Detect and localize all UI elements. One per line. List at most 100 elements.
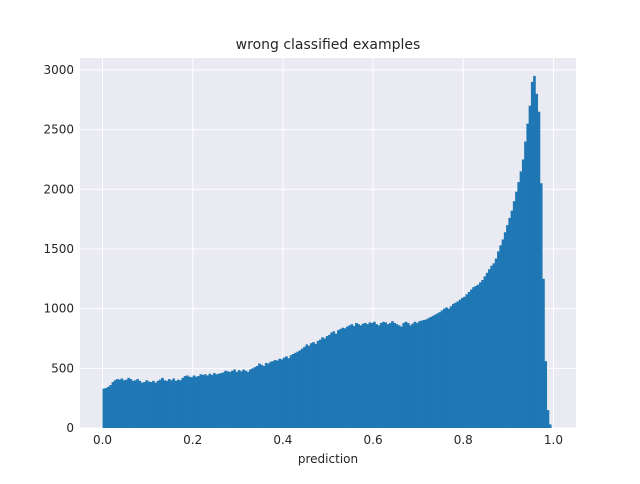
histogram-bar <box>542 278 545 428</box>
histogram-bar <box>183 376 187 428</box>
histogram-bar <box>321 337 324 428</box>
histogram-bar <box>154 382 158 428</box>
histogram-bar <box>467 291 471 428</box>
histogram-bar <box>442 308 446 428</box>
histogram-bar <box>113 380 117 428</box>
histogram-bar <box>303 346 306 428</box>
histogram-bar <box>515 191 518 428</box>
histogram-bar <box>210 374 214 428</box>
y-tick-label: 3000 <box>43 63 74 77</box>
histogram-bar <box>147 381 151 428</box>
histogram-bar <box>260 364 263 428</box>
x-tick-label: 0.6 <box>364 433 383 447</box>
histogram-bar <box>343 328 347 428</box>
y-tick-label: 0 <box>66 421 74 435</box>
histogram-bar <box>129 379 133 428</box>
histogram-bar <box>138 380 142 428</box>
histogram-bar <box>120 378 124 428</box>
histogram-bar <box>156 380 160 428</box>
histogram-bar <box>373 321 376 428</box>
histogram-bar <box>366 324 369 428</box>
histogram-bar <box>488 269 491 428</box>
y-tick-label: 2000 <box>43 182 74 196</box>
histogram-bar <box>199 374 203 428</box>
histogram-bar <box>458 299 462 428</box>
histogram-bar <box>312 342 315 428</box>
histogram-bar <box>226 371 230 428</box>
histogram-bar <box>452 303 455 428</box>
histogram-bar <box>474 285 478 428</box>
histogram-bar <box>305 344 309 428</box>
histogram-bar <box>350 324 354 428</box>
histogram-bar <box>424 319 428 428</box>
histogram-bar <box>116 379 119 428</box>
histogram-bar <box>454 302 457 428</box>
histogram-bar <box>415 322 419 428</box>
histogram-bar <box>323 338 327 428</box>
histogram-bar <box>285 356 288 428</box>
histogram-bar <box>276 360 279 428</box>
histogram-bar <box>546 410 550 428</box>
histogram-bar <box>449 306 453 428</box>
histogram-bar <box>118 379 121 428</box>
histogram-bar <box>393 322 396 428</box>
histogram-bar <box>395 324 399 428</box>
histogram-bar <box>109 385 112 428</box>
histogram-bar <box>204 374 207 428</box>
histogram-bar <box>222 372 225 428</box>
histogram-bar <box>174 380 178 428</box>
histogram-bar <box>352 325 356 428</box>
histogram-bar <box>339 328 342 428</box>
histogram-bar <box>334 333 338 428</box>
histogram-bar <box>519 171 523 429</box>
y-tick-label: 500 <box>51 361 74 375</box>
histogram-bar <box>528 105 532 428</box>
histogram-bar <box>463 296 466 428</box>
histogram-bar <box>251 368 254 428</box>
histogram-bar <box>361 323 365 428</box>
histogram-bar <box>242 369 245 428</box>
histogram-bar <box>379 322 383 428</box>
histogram-bar <box>185 375 189 428</box>
y-tick-label: 2500 <box>43 123 74 137</box>
histogram-bar <box>190 377 194 428</box>
histogram-bar <box>217 373 221 428</box>
histogram-bar <box>145 380 148 428</box>
histogram-bar <box>512 201 516 428</box>
histogram-bar <box>501 239 505 428</box>
histogram-bar <box>413 321 417 428</box>
histogram-bar <box>282 357 286 428</box>
histogram-bar <box>271 361 275 428</box>
histogram-bar <box>122 380 126 428</box>
histogram-bar <box>176 379 180 428</box>
histogram-bar <box>140 382 144 428</box>
histogram-bar <box>364 322 367 428</box>
histogram-bar <box>431 315 435 428</box>
histogram-bar <box>461 297 464 428</box>
histogram-bar <box>359 325 363 428</box>
histogram-bar <box>152 380 155 428</box>
histogram-bar <box>206 375 209 428</box>
histogram-bar <box>409 325 412 428</box>
histogram-bar <box>127 377 130 428</box>
histogram-bar <box>269 361 272 428</box>
histogram-bar <box>465 294 469 428</box>
histogram-bar <box>521 159 525 429</box>
bars-group <box>102 75 552 429</box>
histogram-bar <box>318 339 322 428</box>
histogram-bar <box>388 322 392 428</box>
histogram-bar <box>165 380 169 428</box>
histogram-bar <box>244 370 248 428</box>
histogram-bar <box>330 332 333 428</box>
histogram-bar <box>224 370 227 428</box>
histogram-bar <box>255 365 259 428</box>
histogram-bar <box>143 382 146 428</box>
histogram-bar <box>235 371 239 428</box>
histogram-bar <box>422 319 426 428</box>
histogram-bar <box>397 325 401 428</box>
x-tick-label: 1.0 <box>544 433 563 447</box>
histogram-bar <box>307 345 311 428</box>
histogram-bar <box>161 377 164 428</box>
histogram-bar <box>386 324 390 428</box>
histogram-bar <box>325 336 329 428</box>
